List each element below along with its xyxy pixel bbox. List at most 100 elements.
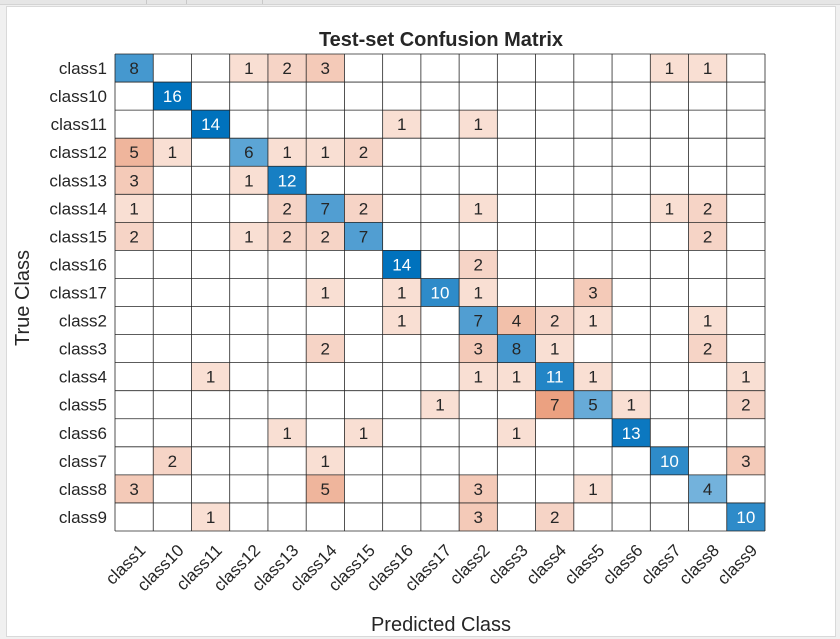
- cell-value: 14: [201, 115, 220, 134]
- cell-value: 1: [129, 199, 138, 218]
- matrix-cell: [459, 194, 498, 223]
- cell-value: 10: [736, 508, 755, 527]
- cell-value: 12: [278, 171, 297, 190]
- cell-value: 1: [397, 312, 406, 331]
- matrix-cell: [726, 362, 765, 391]
- matrix-cell: [573, 278, 613, 307]
- y-tick-label: class16: [49, 255, 107, 274]
- cell-value: 16: [163, 87, 182, 106]
- cell-value: 5: [321, 480, 330, 499]
- cell-value: 2: [282, 199, 291, 218]
- matrix-cell: [688, 474, 727, 503]
- matrix-cell: [306, 278, 345, 307]
- matrix-cell: [650, 194, 689, 223]
- matrix-cell: [535, 306, 574, 335]
- matrix-cell: [306, 474, 345, 503]
- matrix-cell: [115, 194, 154, 223]
- matrix-cell: [726, 390, 765, 419]
- cell-value: 2: [129, 227, 138, 246]
- cell-value: 3: [474, 508, 483, 527]
- matrix-cell: [344, 194, 383, 223]
- matrix-cell: [612, 418, 651, 447]
- matrix-cell: [726, 502, 765, 531]
- matrix-cell: [573, 306, 613, 335]
- matrix-cell: [535, 362, 574, 391]
- matrix-cell: [153, 446, 192, 475]
- cell-value: 1: [321, 284, 330, 303]
- y-tick-label: class17: [49, 284, 107, 303]
- cell-value: 6: [244, 143, 253, 162]
- cell-value: 4: [703, 480, 712, 499]
- y-axis-label: True Class: [12, 250, 34, 346]
- matrix-cell: [267, 194, 307, 223]
- cell-value: 3: [474, 480, 483, 499]
- cell-value: 1: [244, 227, 253, 246]
- cell-value: 1: [741, 368, 750, 387]
- cell-value: 1: [665, 59, 674, 78]
- figure-toolbar-strip: [0, 0, 840, 5]
- cell-value: 11: [546, 368, 564, 387]
- matrix-cell: [726, 446, 765, 475]
- cell-value: 2: [168, 452, 177, 471]
- cell-value: 2: [282, 227, 291, 246]
- matrix-cell: [650, 446, 689, 475]
- y-tick-label: class1: [59, 59, 107, 78]
- cell-value: 3: [129, 171, 138, 190]
- matrix-cell: [306, 54, 345, 83]
- cell-value: 1: [474, 199, 483, 218]
- cell-value: 1: [359, 424, 368, 443]
- matrix-cell: [459, 278, 498, 307]
- matrix-cell: [229, 166, 268, 195]
- cell-value: 1: [282, 424, 291, 443]
- cell-value: 1: [588, 480, 597, 499]
- cell-value: 1: [321, 452, 330, 471]
- cell-value: 3: [474, 340, 483, 359]
- matrix-cell: [497, 418, 536, 447]
- cell-value: 1: [244, 59, 253, 78]
- cell-value: 7: [321, 199, 330, 218]
- matrix-cell: [688, 54, 727, 83]
- cell-value: 2: [321, 227, 330, 246]
- matrix-cell: [459, 474, 498, 503]
- matrix-cell: [382, 250, 421, 279]
- y-tick-label: class6: [59, 424, 107, 443]
- matrix-cell: [459, 334, 498, 363]
- cell-value: 3: [321, 59, 330, 78]
- matrix-cell: [306, 194, 345, 223]
- matrix-cell: [688, 306, 727, 335]
- cell-value: 7: [474, 312, 483, 331]
- cell-value: 5: [588, 396, 597, 415]
- cell-value: 2: [359, 199, 368, 218]
- cell-value: 2: [321, 340, 330, 359]
- cell-value: 1: [703, 59, 712, 78]
- y-tick-label: class10: [49, 87, 107, 106]
- cell-value: 13: [622, 424, 641, 443]
- cell-value: 10: [431, 284, 450, 303]
- matrix-cell: [267, 222, 307, 251]
- matrix-cell: [497, 306, 536, 335]
- matrix-cell: [420, 278, 460, 307]
- cell-value: 2: [359, 143, 368, 162]
- y-tick-label: class8: [59, 480, 107, 499]
- matrix-cell: [382, 306, 421, 335]
- matrix-cell: [306, 222, 345, 251]
- matrix-cell: [535, 502, 574, 531]
- cell-value: 2: [282, 59, 291, 78]
- cell-value: 1: [397, 284, 406, 303]
- matrix-cell: [344, 138, 383, 167]
- matrix-cell: [420, 390, 460, 419]
- x-tick-labels: class1class10class11class12class13class1…: [102, 541, 761, 595]
- matrix-cell: [115, 138, 154, 167]
- toolbar-separator: [146, 0, 147, 4]
- y-tick-label: class3: [59, 340, 107, 359]
- matrix-cell: [459, 362, 498, 391]
- matrix-cell: [612, 390, 651, 419]
- matrix-cell: [497, 362, 536, 391]
- matrix-cells: [115, 54, 765, 531]
- x-tick-label: class3: [484, 541, 532, 589]
- x-tick-label: class7: [637, 541, 685, 589]
- y-tick-label: class9: [59, 508, 107, 527]
- matrix-cell: [115, 54, 154, 83]
